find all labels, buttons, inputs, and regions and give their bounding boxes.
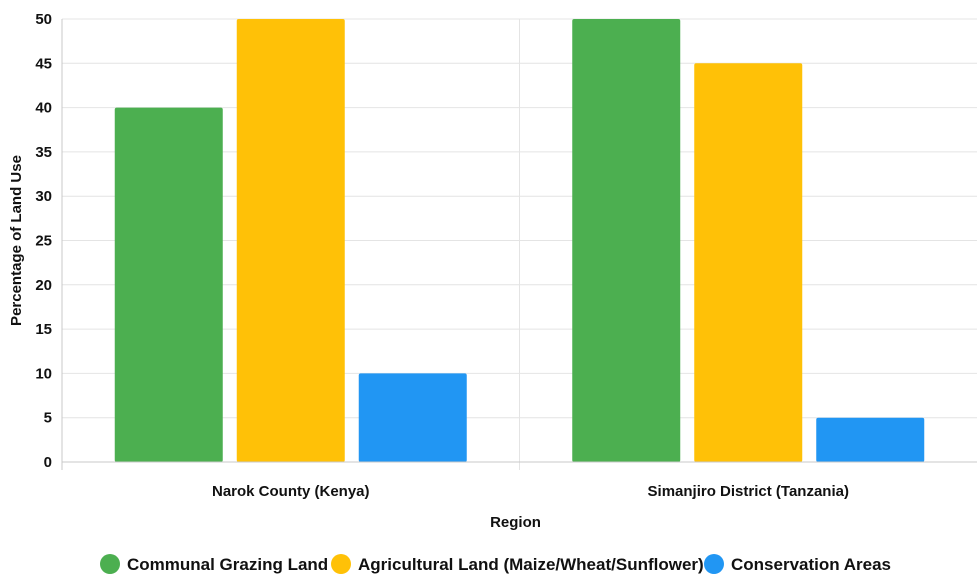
y-tick-label: 25 [35,233,52,250]
legend: Communal Grazing Land Agricultural Land (… [100,554,891,574]
legend-swatch [100,554,120,574]
y-tick-label: 15 [35,321,52,338]
bar [572,19,681,462]
x-category-label: Simanjiro District (Tanzania) [648,483,849,500]
axes [61,19,977,470]
x-category-label: Narok County (Kenya) [212,483,370,500]
bar [358,373,467,462]
y-tick-label: 20 [35,277,52,294]
legend-item: Communal Grazing Land [100,554,328,574]
x-category-labels: Narok County (Kenya) Simanjiro District (… [212,483,849,500]
legend-swatch [704,554,724,574]
legend-label: Agricultural Land (Maize/Wheat/Sunflower… [358,555,704,574]
bars [114,19,925,463]
y-axis-title: Percentage of Land Use [8,155,25,326]
legend-item: Agricultural Land (Maize/Wheat/Sunflower… [331,554,704,574]
y-tick-label: 5 [44,410,52,427]
y-tick-label: 35 [35,144,52,161]
bar [694,63,803,463]
y-tick-label: 40 [35,100,52,117]
legend-label: Conservation Areas [731,555,891,574]
legend-item: Conservation Areas [704,554,891,574]
y-tick-label: 30 [35,188,52,205]
y-tick-label: 50 [35,11,52,28]
y-tick-label: 10 [35,365,52,382]
y-tick-label: 45 [35,55,52,72]
x-axis-title: Region [490,514,541,531]
legend-swatch [331,554,351,574]
bar [236,19,345,462]
bar [816,417,925,462]
y-tick-label: 0 [44,454,52,471]
bar [114,107,223,462]
y-tick-labels: 0 5 10 15 20 25 30 35 40 45 50 [35,11,52,471]
legend-label: Communal Grazing Land [127,555,328,574]
